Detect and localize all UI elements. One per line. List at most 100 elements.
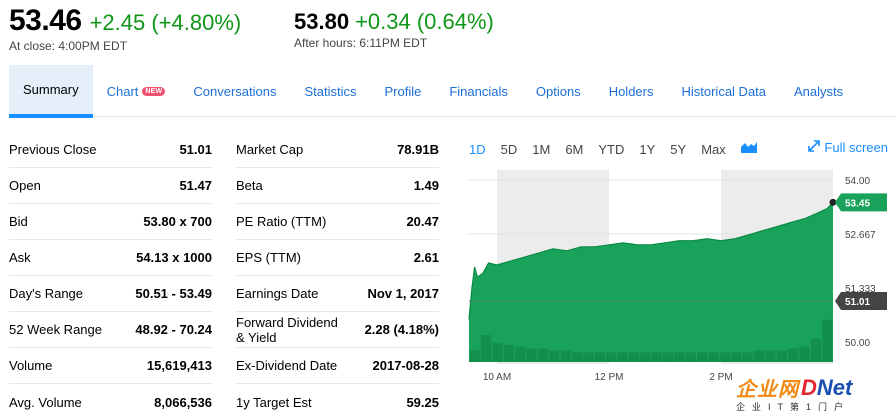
range-ytd[interactable]: YTD xyxy=(598,141,625,157)
tab-profile[interactable]: Profile xyxy=(370,65,435,117)
volume-bar xyxy=(549,350,560,362)
tab-financials[interactable]: Financials xyxy=(435,65,522,117)
volume-bar xyxy=(708,352,719,362)
volume-bar xyxy=(810,338,822,362)
stat-row-volume: Volume 15,619,413 xyxy=(9,348,212,384)
stat-row-pe-ratio: PE Ratio (TTM) 20.47 xyxy=(236,204,439,240)
volume-bar xyxy=(560,350,571,362)
stat-label: Market Cap xyxy=(236,142,304,157)
last-price-flag-bg xyxy=(835,193,887,212)
last-price-dot xyxy=(829,198,837,206)
site-watermark: 企业网 DNet 企业IT第1门户 xyxy=(736,373,894,417)
tab-label: Profile xyxy=(384,83,422,99)
tab-analysts[interactable]: Analysts xyxy=(780,65,857,117)
volume-bar xyxy=(651,352,662,362)
volume-bar xyxy=(697,352,708,362)
stat-value: 51.47 xyxy=(179,178,212,193)
quote-tabs: Summary Chart NEW Conversations Statistic… xyxy=(9,65,896,118)
stat-value: 53.80 x 700 xyxy=(143,214,212,229)
stat-row-eps: EPS (TTM) 2.61 xyxy=(236,240,439,276)
stat-row-avg-volume: Avg. Volume 8,066,536 xyxy=(9,384,212,417)
stat-label: EPS (TTM) xyxy=(236,250,301,265)
range-selector: 1D 5D 1M 6M YTD 1Y 5Y Max xyxy=(469,140,757,158)
stat-row-forward-dividend: Forward Dividend & Yield 2.28 (4.18%) xyxy=(236,312,439,348)
stat-value: 78.91B xyxy=(397,142,439,157)
tab-conversations[interactable]: Conversations xyxy=(179,65,290,117)
x-tick-label: 12 PM xyxy=(595,372,624,383)
price-area xyxy=(469,202,833,362)
stat-label: Forward Dividend & Yield xyxy=(236,314,338,345)
stat-row-52-week-range: 52 Week Range 48.92 - 70.24 xyxy=(9,312,212,348)
volume-bar xyxy=(685,352,696,362)
volume-bar xyxy=(480,335,492,362)
volume-bar xyxy=(765,350,776,362)
stat-value: 1.49 xyxy=(413,178,439,193)
watermark-net: Net xyxy=(816,374,853,400)
after-hours-time-note: After hours: 6:11PM EDT xyxy=(294,36,428,50)
full-screen-button[interactable]: Full screen xyxy=(808,140,888,155)
after-hours-change: +0.34 (0.64%) xyxy=(355,9,494,34)
y-tick-label: 52.667 xyxy=(845,230,876,241)
intraday-chart-panel: 54.00 52.667 51.333 50.00 10 AM 12 PM 2 PM 53.4… xyxy=(465,132,896,417)
x-tick-label: 2 PM xyxy=(709,372,732,383)
tab-summary[interactable]: Summary xyxy=(9,65,93,118)
y-tick-label: 50.00 xyxy=(845,338,870,349)
after-hours-quote: 53.80 +0.34 (0.64%) After hours: 6:11PM … xyxy=(294,9,494,50)
tab-label: Conversations xyxy=(193,83,277,99)
stat-row-ask: Ask 54.13 x 1000 xyxy=(9,240,212,276)
tab-holders[interactable]: Holders xyxy=(595,65,668,117)
range-1y[interactable]: 1Y xyxy=(639,141,656,157)
mountain-chart-icon[interactable] xyxy=(740,140,757,158)
volume-bar xyxy=(776,350,787,362)
volume-bar xyxy=(469,350,480,362)
stat-label: Previous Close xyxy=(9,142,97,157)
range-1d[interactable]: 1D xyxy=(469,141,486,157)
full-screen-label: Full screen xyxy=(824,140,888,155)
tab-label: Historical Data xyxy=(681,83,767,99)
range-6m[interactable]: 6M xyxy=(565,141,584,157)
stat-label: 52 Week Range xyxy=(9,322,102,337)
tab-chart[interactable]: Chart NEW xyxy=(93,65,180,117)
stat-value: 50.51 - 53.49 xyxy=(135,286,212,301)
volume-bar xyxy=(799,346,810,362)
volume-bar xyxy=(822,319,833,362)
tab-label: Summary xyxy=(23,82,79,97)
volume-bar xyxy=(606,352,617,362)
last-price-flag-text: 53.45 xyxy=(845,198,870,209)
volume-bar xyxy=(640,352,651,362)
tab-statistics[interactable]: Statistics xyxy=(290,65,370,117)
previous-close-flag: 51.01 xyxy=(835,291,887,310)
volume-bar xyxy=(742,352,753,362)
previous-close-flag-text: 51.01 xyxy=(845,297,870,308)
intraday-chart[interactable]: 54.00 52.667 51.333 50.00 10 AM 12 PM 2 PM 53.4… xyxy=(465,132,896,417)
tab-label: Chart xyxy=(106,83,139,99)
stat-label: Beta xyxy=(236,178,263,193)
stat-row-earnings-date: Earnings Date Nov 1, 2017 xyxy=(236,276,439,312)
volume-bar xyxy=(617,352,628,362)
stat-value: 20.47 xyxy=(406,214,439,229)
stat-row-open: Open 51.47 xyxy=(9,168,212,204)
volume-bar xyxy=(731,352,742,362)
range-5d[interactable]: 5D xyxy=(500,141,518,157)
range-5y[interactable]: 5Y xyxy=(670,141,687,157)
tab-options[interactable]: Options xyxy=(522,65,595,117)
volume-bar xyxy=(583,352,594,362)
stat-row-1y-target: 1y Target Est 59.25 xyxy=(236,384,439,417)
stat-row-ex-dividend-date: Ex-Dividend Date 2017-08-28 xyxy=(236,348,439,384)
close-time-note: At close: 4:00PM EDT xyxy=(9,39,128,53)
range-max[interactable]: Max xyxy=(701,141,726,157)
volume-bar xyxy=(537,348,549,362)
stat-label: Ask xyxy=(9,250,31,265)
volume-bar xyxy=(571,352,583,362)
volume-bar xyxy=(788,348,799,362)
range-1m[interactable]: 1M xyxy=(532,141,551,157)
stats-right-column: Market Cap 78.91B Beta 1.49 PE Ratio (TTM)… xyxy=(236,132,439,417)
volume-bar xyxy=(526,348,537,362)
tab-historical-data[interactable]: Historical Data xyxy=(667,65,780,117)
tab-label: Options xyxy=(535,83,581,99)
stat-value: Nov 1, 2017 xyxy=(367,286,439,301)
quote-header: 53.46 +2.45 (+4.80%) At close: 4:00PM ED… xyxy=(0,0,896,62)
stat-value: 51.01 xyxy=(179,142,212,157)
watermark-cn: 企业网 xyxy=(736,379,799,401)
stat-label: Ex-Dividend Date xyxy=(236,358,338,373)
